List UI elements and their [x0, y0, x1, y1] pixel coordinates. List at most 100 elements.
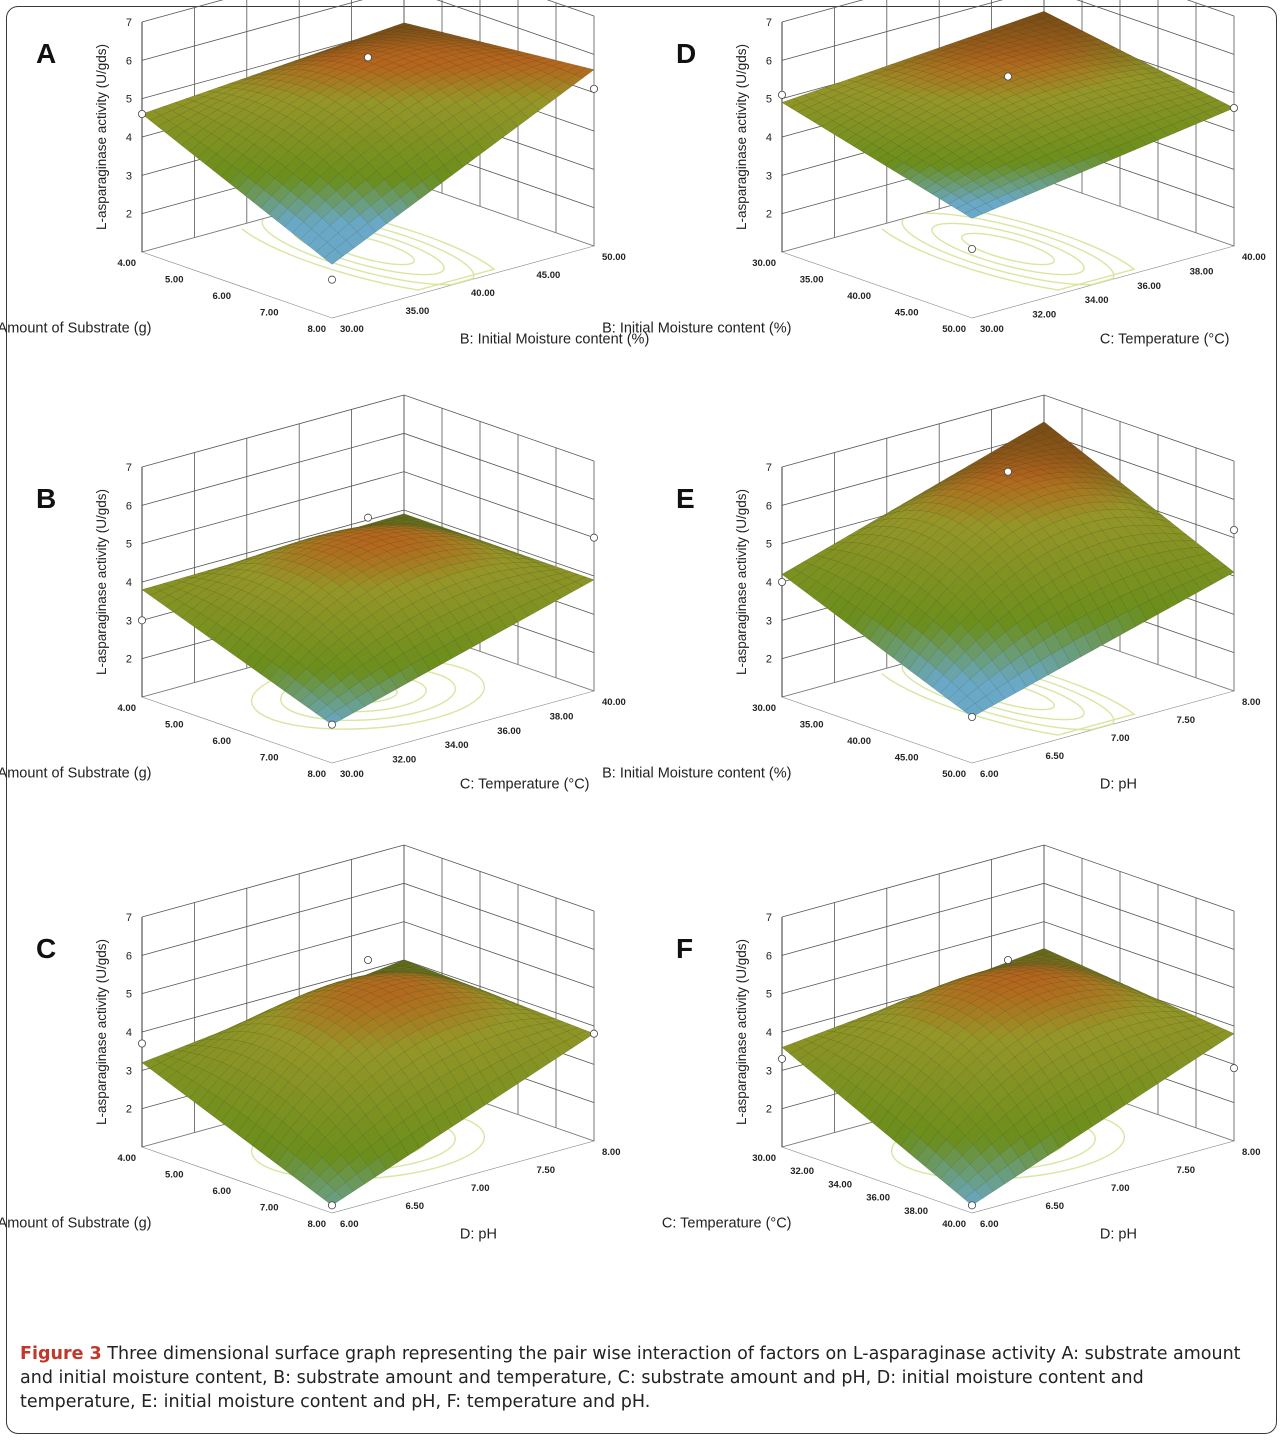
left-tick-label: 50.00	[942, 769, 966, 780]
right-axis: 6.00 6.50 7.00 7.50 8.00 D: pH	[980, 1147, 1261, 1243]
right-tick-label: 6.50	[1046, 751, 1065, 762]
left-tick-label: 30.00	[752, 703, 776, 714]
left-tick-label: 7.00	[260, 1203, 279, 1214]
design-point	[138, 616, 147, 625]
right-axis-label: B: Initial Moisture content (%)	[460, 332, 649, 348]
right-tick-label: 34.00	[1085, 295, 1109, 306]
right-tick-label: 30.00	[340, 324, 364, 335]
left-tick-label: 32.00	[790, 1166, 814, 1177]
z-tick-label: 3	[766, 170, 772, 182]
right-tick-label: 40.00	[1242, 252, 1266, 263]
plot-body: 2 3 4 5 6 7 L-asparaginase activity (U/gds) 30.…	[602, 394, 1261, 793]
right-tick-label: 6.50	[1046, 1201, 1065, 1212]
z-tick-label: 4	[766, 1027, 772, 1039]
right-tick-label: 6.00	[980, 1219, 999, 1230]
design-point	[363, 513, 372, 522]
left-axis-label: A: Amount of Substrate (g)	[0, 765, 152, 781]
right-axis-label: D: pH	[1100, 777, 1137, 793]
z-tick-label: 6	[766, 500, 772, 512]
response-surface	[141, 513, 595, 725]
panel-label: D	[676, 38, 697, 69]
left-tick-label: 35.00	[800, 275, 824, 286]
z-ticks: 2 3 4 5 6 7 L-asparaginase activity (U/gds)	[94, 17, 132, 230]
left-axis: 30.00 35.00 40.00 45.00 50.00 B: Initial Mois…	[602, 258, 966, 336]
floor-contours	[881, 207, 1136, 291]
right-tick-label: 7.00	[1111, 1183, 1130, 1194]
panel-f: 2 3 4 5 6 7 L-asparaginase activity (U/gds) 30.…	[654, 844, 1280, 1365]
right-axis: 30.00 32.00 34.00 36.00 38.00 40.00 C: Tempera…	[980, 252, 1266, 348]
grid-line	[141, 432, 595, 506]
left-tick-label: 36.00	[866, 1193, 890, 1204]
z-ticks: 2 3 4 5 6 7 L-asparaginase activity (U/gds)	[94, 912, 132, 1125]
z-tick-label: 2	[126, 209, 132, 221]
right-tick-label: 7.50	[537, 1165, 556, 1176]
left-tick-label: 30.00	[752, 258, 776, 269]
left-tick-label: 4.00	[118, 1153, 137, 1164]
left-axis: 4.00 5.00 6.00 7.00 8.00 A: Amount of Substra…	[0, 703, 326, 781]
right-tick-label: 7.50	[1177, 715, 1196, 726]
surface-plot: 2 3 4 5 6 7 L-asparaginase activity (U/gds) 4.0…	[0, 844, 621, 1243]
z-axis-label: L-asparaginase activity (U/gds)	[734, 939, 749, 1125]
grid-line	[141, 921, 595, 995]
design-point	[778, 1054, 787, 1063]
panel-label: E	[676, 483, 695, 514]
design-points	[138, 955, 599, 1210]
left-tick-label: 45.00	[895, 753, 919, 764]
left-tick-label: 4.00	[118, 703, 137, 714]
caption-label: Figure 3	[20, 1344, 102, 1364]
right-tick-label: 36.00	[497, 726, 521, 737]
right-axis: 30.00 35.00 40.00 45.00 50.00 B: Initial Mois…	[340, 252, 649, 348]
right-axis: 30.00 32.00 34.00 36.00 38.00 40.00 C: Tempera…	[340, 697, 626, 793]
right-tick-label: 30.00	[340, 769, 364, 780]
left-tick-label: 4.00	[118, 258, 137, 269]
design-point	[138, 1039, 147, 1048]
design-point	[327, 720, 336, 729]
design-points	[138, 53, 599, 284]
z-tick-label: 7	[126, 462, 132, 474]
contour-line	[931, 222, 1085, 276]
z-ticks: 2 3 4 5 6 7 L-asparaginase activity (U/gds)	[94, 462, 132, 675]
response-surface	[781, 421, 1235, 718]
design-points	[778, 955, 1239, 1210]
z-axis-label: L-asparaginase activity (U/gds)	[94, 939, 109, 1125]
surface-patch	[323, 248, 344, 265]
response-surface	[141, 22, 595, 265]
left-tick-label: 6.00	[213, 291, 232, 302]
z-tick-label: 7	[766, 912, 772, 924]
left-tick-label: 8.00	[308, 769, 327, 780]
figure-frame	[6, 6, 1277, 1434]
left-axis-label: A: Amount of Substrate (g)	[0, 320, 152, 336]
grid-line	[141, 882, 595, 956]
right-tick-label: 7.00	[1111, 733, 1130, 744]
right-tick-label: 6.00	[340, 1219, 359, 1230]
surface-patch	[963, 208, 984, 219]
z-tick-label: 5	[126, 989, 132, 1001]
z-tick-label: 2	[766, 209, 772, 221]
z-tick-label: 5	[766, 94, 772, 106]
design-point	[590, 1029, 599, 1038]
z-tick-label: 5	[766, 989, 772, 1001]
z-axis-label: L-asparaginase activity (U/gds)	[734, 489, 749, 675]
design-points	[778, 72, 1239, 253]
left-axis: 30.00 32.00 34.00 36.00 38.00 40.00 C: Tempera…	[662, 1153, 966, 1231]
surface-patch	[963, 1189, 984, 1206]
z-axis-label: L-asparaginase activity (U/gds)	[94, 44, 109, 230]
right-tick-label: 35.00	[406, 306, 430, 317]
z-tick-label: 4	[126, 132, 132, 144]
right-tick-label: 38.00	[550, 711, 574, 722]
figure-caption: Figure 3 Three dimensional surface graph…	[20, 1342, 1260, 1414]
surface-patch	[963, 703, 984, 718]
panel-a: 2 3 4 5 6 7 L-asparaginase activity (U/gds) 4.0…	[0, 0, 649, 470]
left-tick-label: 30.00	[752, 1153, 776, 1164]
z-tick-label: 2	[766, 1104, 772, 1116]
grid-line	[141, 844, 595, 918]
right-tick-label: 36.00	[1137, 281, 1161, 292]
grid-line	[141, 471, 595, 545]
grid-line	[781, 394, 1235, 468]
left-tick-label: 5.00	[165, 1170, 184, 1181]
left-axis: 30.00 35.00 40.00 45.00 50.00 B: Initial Mois…	[602, 703, 966, 781]
panel-b: 2 3 4 5 6 7 L-asparaginase activity (U/gds) 4.0…	[0, 394, 640, 915]
z-tick-label: 4	[766, 577, 772, 589]
panel-c: 2 3 4 5 6 7 L-asparaginase activity (U/gds) 4.0…	[0, 844, 640, 1365]
panel-label: B	[36, 483, 57, 514]
